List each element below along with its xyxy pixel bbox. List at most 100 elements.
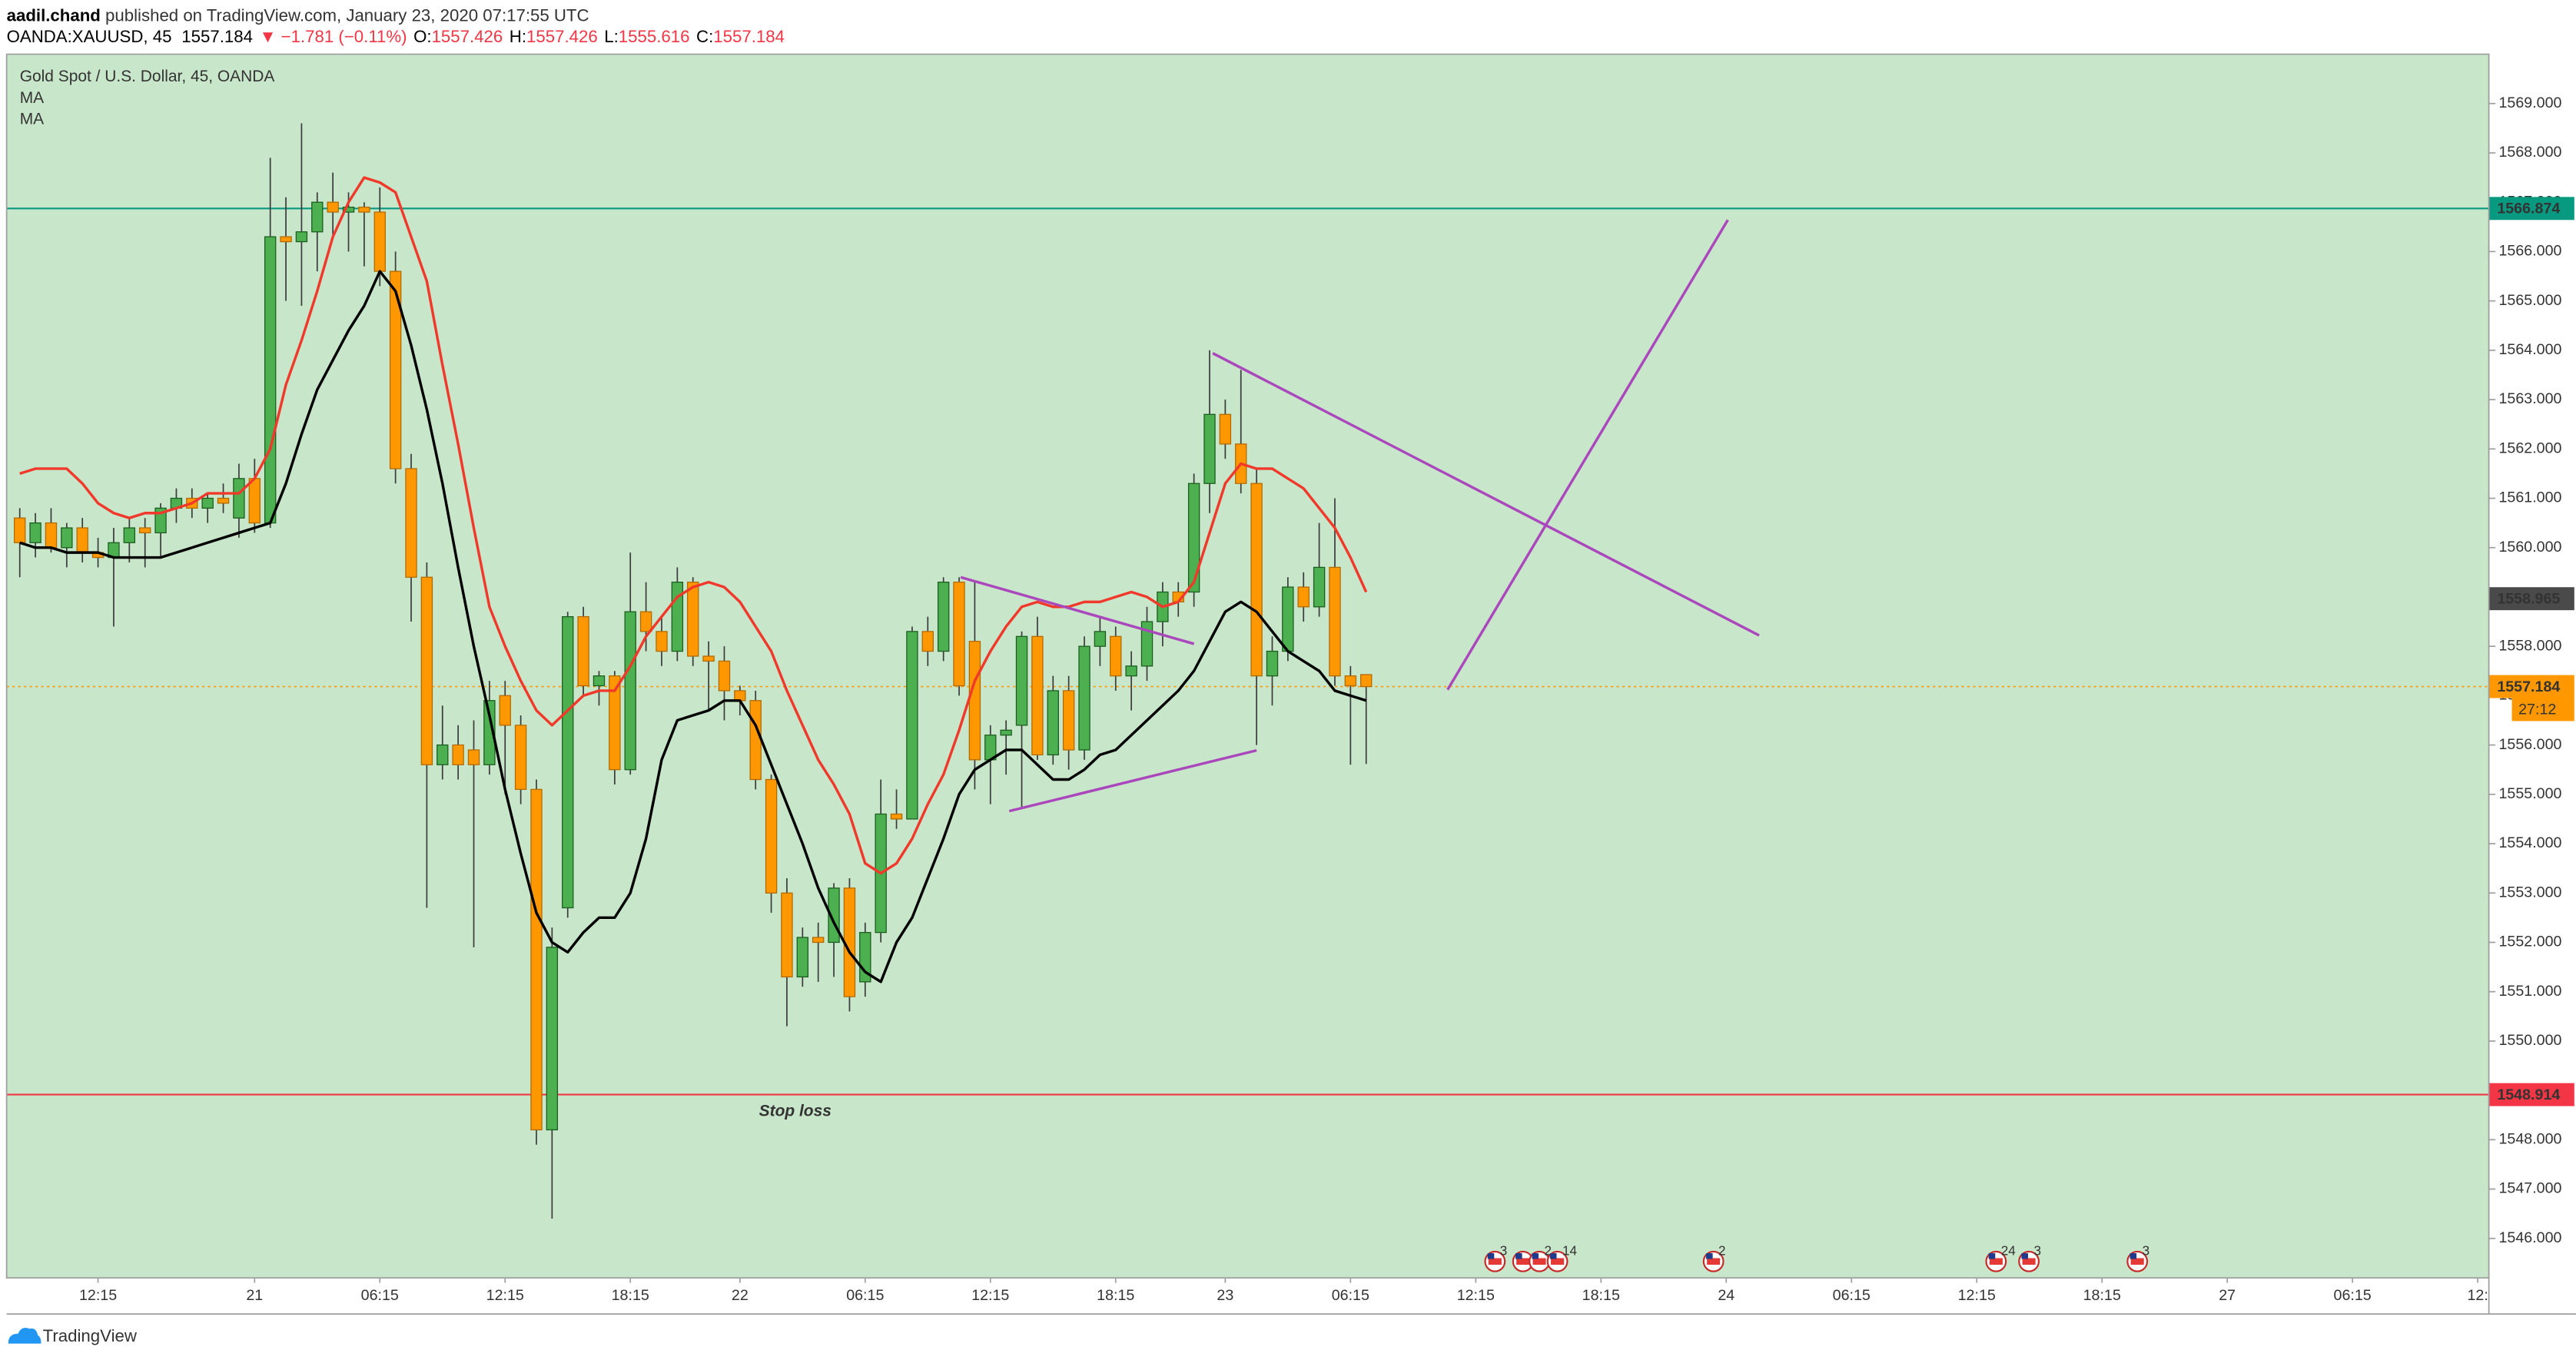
candle-body	[311, 201, 324, 233]
candle-body	[373, 211, 386, 272]
y-tick-label: 1552.000	[2498, 934, 2561, 950]
candle-body	[1219, 413, 1232, 445]
x-tick-label: 12:15	[971, 1287, 1009, 1304]
y-tick-label: 1553.000	[2498, 884, 2561, 901]
x-tick-label: 06:15	[2334, 1287, 2372, 1304]
x-tick-label: 22	[732, 1287, 749, 1304]
flag-stripes	[1516, 1258, 1530, 1265]
candle-body	[1094, 631, 1107, 647]
candle-body	[295, 231, 308, 243]
flag-stripes	[1488, 1258, 1502, 1265]
candle-body	[734, 690, 746, 702]
price-tag	[2488, 587, 2574, 611]
footer-logo	[8, 1328, 41, 1344]
candle-body	[546, 947, 559, 1131]
countdown: 27:12	[2518, 702, 2556, 718]
y-tick-label: 1547.000	[2498, 1180, 2561, 1197]
event-count: 14	[1562, 1243, 1577, 1258]
y-tick-label: 1558.000	[2498, 637, 2561, 654]
event-flag	[1702, 1250, 1725, 1272]
candle-body	[389, 270, 402, 469]
legend-entry: MA	[20, 111, 44, 128]
candle-body	[29, 522, 41, 543]
event-count: 3	[2034, 1243, 2042, 1258]
symbol: OANDA:XAUUSD, 45	[7, 27, 172, 46]
y-tick-label: 1565.000	[2498, 292, 2561, 309]
candle-body	[1203, 413, 1216, 484]
candle-body	[577, 615, 589, 687]
candle-body	[687, 582, 699, 657]
candle-body	[1297, 586, 1310, 608]
x-tick-label: 27	[2219, 1287, 2236, 1304]
price-tag	[2488, 1083, 2574, 1106]
candle-body	[749, 700, 762, 781]
x-tick-label: 06:15	[361, 1287, 399, 1304]
trend-line	[1212, 352, 1760, 637]
price-tag-label: 1548.914	[2497, 1086, 2560, 1103]
candle-body	[483, 700, 496, 765]
candle-body	[1282, 586, 1294, 652]
candle-body	[765, 778, 778, 894]
publish-info: published on TradingView.com, January 23…	[101, 5, 589, 25]
x-tick-label: 06:15	[1332, 1287, 1369, 1304]
flag-canton	[1515, 1253, 1522, 1259]
candle-body	[1250, 483, 1263, 677]
flag-stripes	[1707, 1258, 1721, 1265]
candle-body	[76, 527, 88, 553]
candle-body	[514, 725, 527, 791]
symbol-line: OANDA:XAUUSD, 45 1557.184 ▼ −1.781 (−0.11%…	[7, 27, 785, 46]
candle-body	[1110, 635, 1122, 677]
x-tick-label: 06:15	[1833, 1287, 1871, 1304]
trend-line	[1008, 748, 1257, 813]
candle-body	[968, 641, 981, 761]
candle-body	[624, 611, 636, 771]
price-tag-label: 1557.184	[2497, 678, 2560, 695]
last-price: 1557.184	[181, 27, 253, 46]
legend-title: Gold Spot / U.S. Dollar, 45, OANDA	[20, 68, 275, 85]
candle-body	[217, 497, 230, 504]
y-tick-label: 1568.000	[2498, 144, 2561, 161]
candle-body	[1140, 621, 1154, 667]
event-count: 2	[1718, 1243, 1726, 1258]
event-count: 3	[1500, 1243, 1508, 1258]
candle-body	[702, 655, 715, 662]
flag-canton	[1706, 1253, 1713, 1259]
candle-body	[639, 611, 652, 632]
trend-line	[1446, 219, 1729, 691]
candle-body	[123, 527, 136, 543]
event-flag	[2126, 1250, 2149, 1272]
flag-stripes	[1989, 1258, 2003, 1265]
publish-line: aadil.chand published on TradingView.com…	[7, 5, 589, 25]
event-count: 3	[2143, 1243, 2150, 1258]
overlay: 1546.0001547.0001548.0001549.0001550.000…	[79, 95, 2574, 1304]
y-tick-label: 1548.000	[2498, 1130, 2561, 1147]
candle-body	[1360, 674, 1373, 688]
candle-body	[405, 468, 417, 578]
y-tick-label: 1555.000	[2498, 785, 2561, 802]
candle-body	[499, 695, 511, 726]
price-change: ▼ −1.781 (−0.11%)	[260, 27, 407, 46]
candle-body	[45, 522, 58, 549]
price-tag-label: 1558.965	[2497, 590, 2560, 607]
candle-body	[138, 527, 151, 534]
x-tick-label: 18:15	[1097, 1287, 1134, 1304]
y-tick-label: 1563.000	[2498, 390, 2561, 407]
flag-stripes	[2022, 1258, 2036, 1265]
flag-canton	[1549, 1253, 1557, 1259]
candle-body	[937, 582, 950, 652]
x-tick-label: 18:15	[2083, 1287, 2121, 1304]
flag-canton	[2130, 1253, 2137, 1259]
candle-body	[796, 937, 809, 978]
candle-body	[530, 788, 543, 1131]
candle-body	[562, 615, 574, 909]
candle-body	[1078, 645, 1090, 751]
ma-line	[19, 270, 1367, 984]
x-tick-label: 12:15	[79, 1287, 117, 1304]
plot-background	[6, 54, 2489, 1279]
candle-body	[671, 582, 684, 652]
footer-brand: TradingView	[43, 1326, 138, 1345]
candle-body	[233, 478, 245, 519]
y-tick-label: 1554.000	[2498, 834, 2561, 851]
candle-body	[1062, 690, 1075, 751]
